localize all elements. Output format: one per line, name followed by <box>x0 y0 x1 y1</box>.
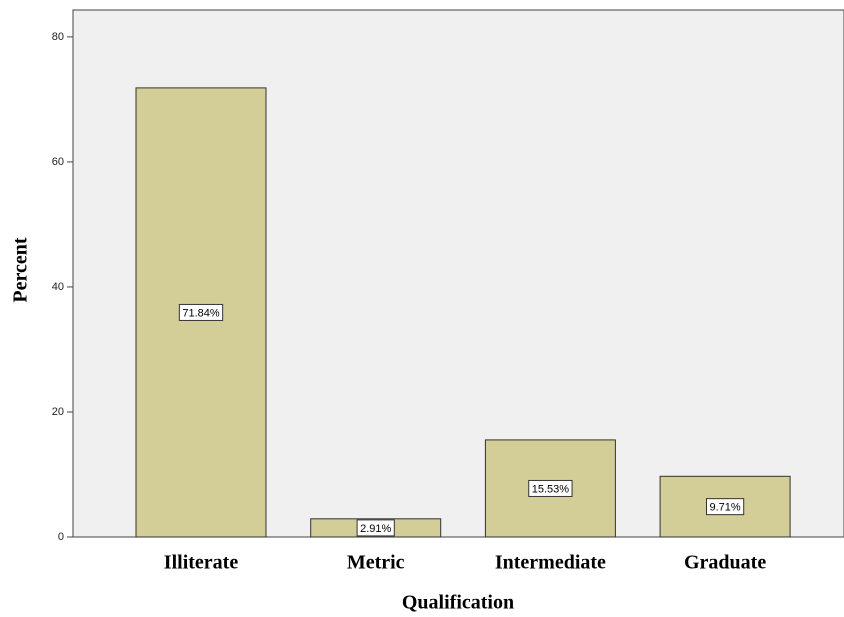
x-tick-label: Metric <box>347 552 405 574</box>
y-tick-label: 80 <box>52 31 64 43</box>
value-label-box <box>356 519 395 537</box>
y-tick-label: 0 <box>58 531 64 543</box>
x-axis-title: Qualification <box>402 592 514 614</box>
value-label-box <box>178 303 224 321</box>
y-tick-label: 20 <box>52 406 64 418</box>
value-label: 2.91% <box>360 523 391 535</box>
y-tick-label: 60 <box>52 156 64 168</box>
x-tick-label: Intermediate <box>495 552 606 574</box>
value-label: 71.84% <box>182 307 220 319</box>
y-axis-title: Percent <box>10 237 32 302</box>
value-label: 9.71% <box>709 502 740 514</box>
value-label-box <box>528 479 573 497</box>
value-label-box <box>705 498 745 516</box>
bar <box>135 87 267 538</box>
x-tick-label: Illiterate <box>164 552 239 574</box>
x-tick-label: Graduate <box>684 552 766 574</box>
y-tick-label: 40 <box>52 281 64 293</box>
value-label: 15.53% <box>532 483 570 495</box>
